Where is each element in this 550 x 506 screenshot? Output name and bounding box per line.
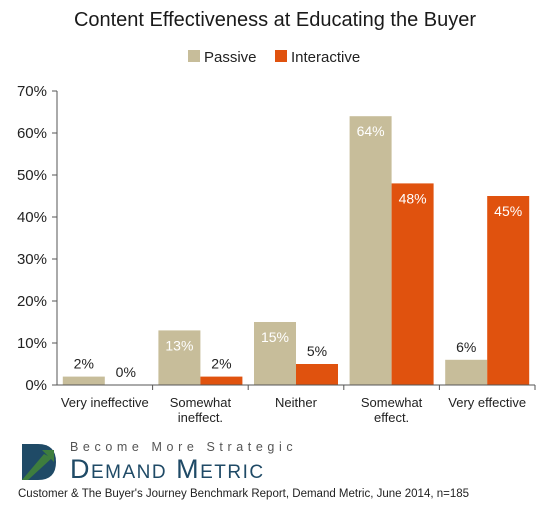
data-label-interactive-3: 48%	[399, 190, 427, 206]
y-tick-label: 70%	[17, 83, 47, 100]
legend-label-passive: Passive	[204, 49, 257, 66]
legend-swatch-interactive	[275, 50, 287, 62]
brand-name: Demand Metric	[70, 454, 265, 484]
bar-interactive-1	[200, 376, 243, 385]
y-tick-label: 20%	[17, 293, 47, 310]
bar-chart: Content Effectiveness at Educating the B…	[17, 9, 536, 425]
data-label-interactive-1: 2%	[211, 356, 231, 372]
y-tick-label: 10%	[17, 335, 47, 352]
brand-block: Become More Strategic Demand Metric	[18, 440, 358, 484]
x-category-label: ineffect.	[178, 410, 223, 425]
x-category-label: effect.	[374, 410, 409, 425]
legend: Passive Interactive	[188, 49, 360, 66]
brand-tagline: Become More Strategic	[70, 440, 298, 454]
bar-passive-3	[349, 116, 392, 385]
y-tick-label: 60%	[17, 125, 47, 142]
x-category-label: Somewhat	[170, 395, 232, 410]
data-label-interactive-2: 5%	[307, 343, 327, 359]
bar-passive-1	[158, 330, 201, 385]
data-label-interactive-0: 0%	[116, 364, 136, 380]
bar-passive-0	[62, 376, 105, 385]
demand-metric-logo-icon	[22, 444, 56, 480]
y-tick-label: 40%	[17, 209, 47, 226]
bar-passive-2	[254, 322, 296, 385]
data-label-interactive-4: 45%	[494, 203, 522, 219]
bars: 2% 0% 13% 2% 15% 5% 64% 48% 6% 45%	[62, 116, 530, 385]
x-category-label: Somewhat	[361, 395, 423, 410]
y-tick-label: 30%	[17, 251, 47, 268]
y-tick-label: 0%	[25, 377, 47, 394]
bar-interactive-4	[487, 196, 530, 385]
x-category-label: Very effective	[448, 395, 526, 410]
x-axis: Very ineffective Somewhatineffect.Neither…	[57, 384, 536, 425]
data-label-passive-2: 15%	[261, 329, 289, 345]
data-label-passive-0: 2%	[74, 356, 94, 372]
data-label-passive-1: 13%	[165, 337, 193, 353]
legend-swatch-passive	[188, 50, 200, 62]
bar-interactive-2	[296, 364, 338, 385]
x-category-label: Very ineffective	[61, 395, 149, 410]
source-note: Customer & The Buyer's Journey Benchmark…	[18, 488, 470, 500]
y-tick-label: 50%	[17, 167, 47, 184]
bar-passive-4	[445, 359, 488, 385]
bar-interactive-3	[391, 183, 434, 385]
chart-title: Content Effectiveness at Educating the B…	[74, 9, 476, 31]
y-axis: 0% 10% 20% 30% 40% 50% 60% 70%	[17, 83, 58, 394]
x-category-label: Neither	[275, 395, 318, 410]
data-label-passive-3: 64%	[357, 123, 385, 139]
legend-label-interactive: Interactive	[291, 49, 360, 66]
data-label-passive-4: 6%	[456, 339, 476, 355]
